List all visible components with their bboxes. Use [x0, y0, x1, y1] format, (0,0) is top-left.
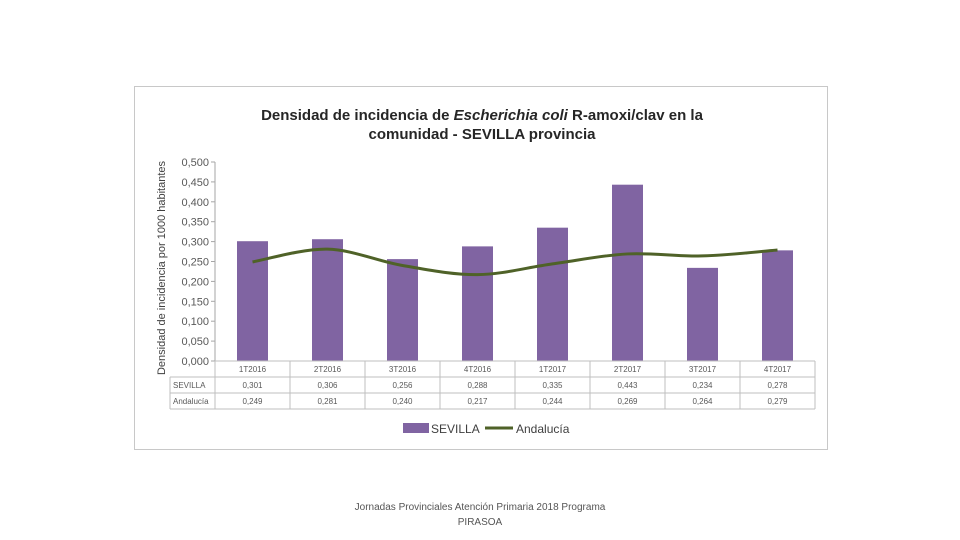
table-row-label-1: Andalucía	[173, 397, 209, 406]
y-tick-label: 0,350	[181, 217, 209, 229]
x-tick-label-2T2017: 2T2017	[614, 365, 642, 374]
table-value-label: 0,443	[617, 381, 638, 390]
chart-title-line-2: comunidad - SEVILLA provincia	[369, 126, 597, 143]
y-tick-label: 0,200	[181, 276, 209, 288]
x-tick-label-2T2016: 2T2016	[314, 365, 342, 374]
footer-line-1: Jornadas Provinciales Atención Primaria …	[354, 502, 606, 513]
table-value-label: 0,234	[692, 381, 713, 390]
bar-3T2016	[387, 259, 418, 361]
bar-4T2017	[762, 250, 793, 361]
bar-4T2016	[462, 246, 493, 361]
table-value-label: 0,244	[542, 397, 563, 406]
legend-label-andalucia: Andalucía	[516, 422, 570, 436]
table-value-label: 0,281	[317, 397, 338, 406]
y-tick-label: 0,300	[181, 237, 209, 249]
table-value-label: 0,278	[767, 381, 788, 390]
footer: Jornadas Provinciales Atención Primaria …	[300, 500, 660, 530]
y-tick-label: 0,150	[181, 296, 209, 308]
chart-title-part: R-amoxi/clav en la	[568, 107, 704, 124]
bar-1T2017	[537, 227, 568, 361]
table-value-label: 0,249	[242, 397, 263, 406]
table-value-label: 0,279	[767, 397, 788, 406]
y-tick-label: 0,450	[181, 177, 209, 189]
bar-2T2016	[312, 239, 343, 361]
y-tick-label: 0,500	[181, 157, 209, 169]
chart-svg: Densidad de incidencia de Escherichia co…	[156, 107, 816, 436]
x-tick-label-4T2017: 4T2017	[764, 365, 792, 374]
y-tick-label: 0,100	[181, 316, 209, 328]
x-tick-label-3T2017: 3T2017	[689, 365, 717, 374]
chart-frame: Densidad de incidencia de Escherichia co…	[134, 86, 828, 450]
x-tick-label-3T2016: 3T2016	[389, 365, 417, 374]
table-value-label: 0,264	[692, 397, 713, 406]
table-value-label: 0,217	[467, 397, 488, 406]
legend-swatch-sevilla	[403, 423, 429, 433]
x-tick-label-4T2016: 4T2016	[464, 365, 492, 374]
bar-3T2017	[687, 267, 718, 361]
table-value-label: 0,288	[467, 381, 488, 390]
y-tick-label: 0,250	[181, 257, 209, 269]
table-value-label: 0,301	[242, 381, 263, 390]
y-axis-label: Densidad de incidencia por 1000 habitant…	[156, 160, 168, 375]
table-row-label-0: SEVILLA	[173, 381, 206, 390]
y-tick-label: 0,050	[181, 336, 209, 348]
chart-title-part: Densidad de incidencia de	[261, 107, 454, 124]
table-value-label: 0,335	[542, 381, 563, 390]
chart-title-line-1: Densidad de incidencia de Escherichia co…	[261, 107, 704, 124]
table-value-label: 0,306	[317, 381, 338, 390]
y-tick-label: 0,000	[181, 356, 209, 368]
line-andalucia	[252, 247, 778, 277]
table-value-label: 0,256	[392, 381, 413, 390]
table-value-label: 0,269	[617, 397, 638, 406]
footer-line-2: PIRASOA	[457, 517, 503, 528]
x-tick-label-1T2017: 1T2017	[539, 365, 567, 374]
table-value-label: 0,240	[392, 397, 413, 406]
legend-label-sevilla: SEVILLA	[431, 422, 480, 436]
bar-2T2017	[612, 184, 643, 361]
chart-title-part: Escherichia coli	[454, 107, 569, 124]
y-tick-label: 0,400	[181, 197, 209, 209]
x-tick-label-1T2016: 1T2016	[239, 365, 267, 374]
